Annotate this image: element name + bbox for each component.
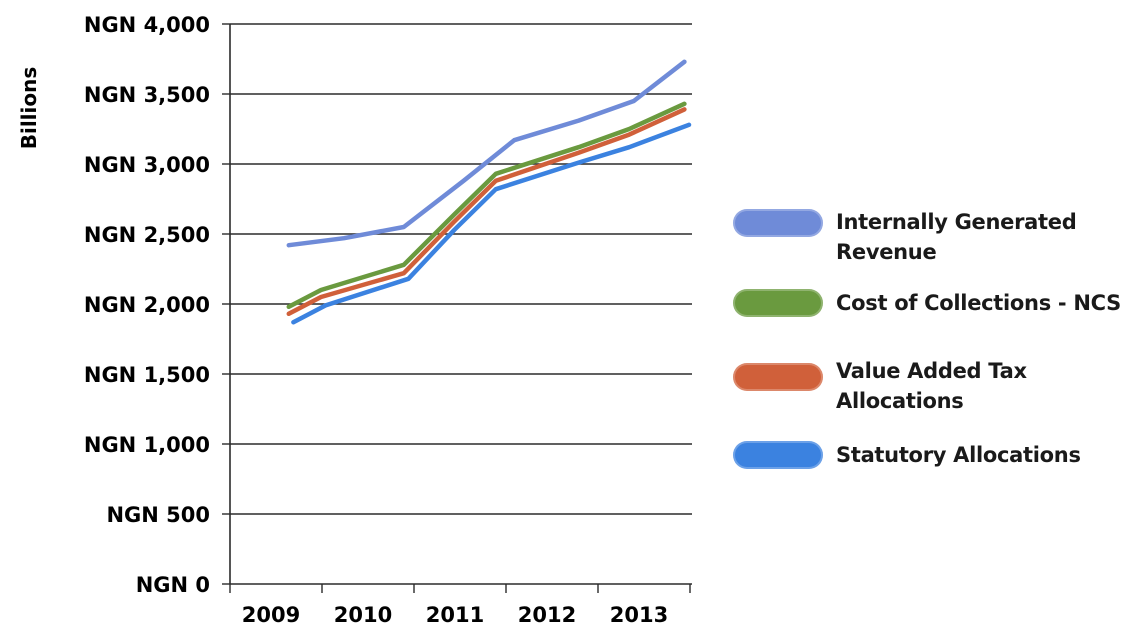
legend-swatch-statutory-allocations	[733, 441, 823, 469]
x-tick-label: 2011	[426, 603, 484, 627]
axes	[222, 23, 692, 593]
y-tick-label: NGN 500	[106, 503, 210, 527]
y-tick-labels: NGN 0 NGN 500 NGN 1,000 NGN 1,500 NGN 2,000 N…	[84, 13, 210, 597]
series-line-cost-of-collections-ncs	[286, 101, 687, 310]
series-line-statutory-allocations	[291, 122, 692, 325]
series-line-value-added-tax-allocations	[286, 107, 687, 317]
y-tick-label: NGN 3,000	[84, 153, 210, 177]
x-tick-label: 2010	[334, 603, 392, 627]
y-tick-label: NGN 1,500	[84, 363, 210, 387]
legend-swatch-cost-of-collections	[733, 289, 823, 317]
legend-swatch-internally-generated-revenue	[733, 209, 823, 237]
series-line-internally-generated-revenue	[286, 59, 687, 248]
y-tick-label: NGN 2,500	[84, 223, 210, 247]
legend-label-internally-generated-revenue: Internally Generated Revenue	[836, 210, 1077, 264]
y-axis-title: Billions	[17, 67, 41, 150]
x-tick-labels: 2009 2010 2011 2012 2013	[242, 603, 668, 627]
y-tick-label: NGN 4,000	[84, 13, 210, 37]
legend-label-cost-of-collections: Cost of Collections - NCS	[836, 291, 1121, 315]
legend-swatch-value-added-tax	[733, 363, 823, 391]
legend-label-value-added-tax: Value Added Tax Allocations	[836, 359, 1027, 413]
y-tick-label: NGN 3,500	[84, 83, 210, 107]
x-tick-label: 2013	[610, 603, 668, 627]
y-tick-label: NGN 0	[136, 573, 210, 597]
series-lines	[286, 59, 692, 325]
gridlines	[230, 23, 692, 515]
y-tick-label: NGN 1,000	[84, 433, 210, 457]
x-tick-label: 2009	[242, 603, 300, 627]
y-tick-label: NGN 2,000	[84, 293, 210, 317]
legend-label-statutory-allocations: Statutory Allocations	[836, 443, 1081, 467]
x-tick-label: 2012	[518, 603, 576, 627]
